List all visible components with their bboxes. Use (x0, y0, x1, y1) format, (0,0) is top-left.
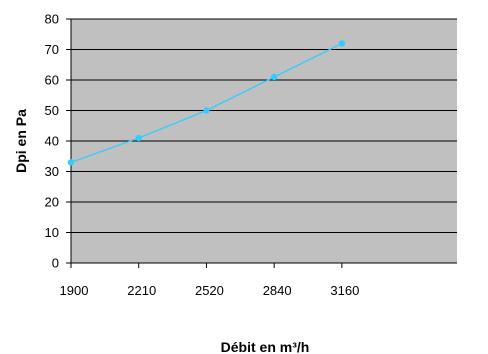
data-point (270, 73, 278, 81)
y-tick-label: 40 (45, 134, 59, 149)
x-tick-label: 3160 (330, 283, 359, 298)
y-axis-title: Dpi en Pa (13, 109, 29, 173)
y-tick-label: 0 (52, 256, 59, 271)
x-tick-label: 2210 (127, 283, 156, 298)
x-tick-label: 2520 (195, 283, 224, 298)
y-tick-label: 10 (45, 225, 59, 240)
data-point (135, 134, 142, 142)
x-axis-title: Débit en m³/h (221, 339, 310, 354)
y-tick-label: 70 (45, 42, 59, 57)
y-tick-label: 30 (45, 164, 59, 179)
x-tick-label: 2840 (263, 283, 292, 298)
axes (70, 19, 457, 268)
series-group (67, 40, 346, 166)
y-tick-label: 80 (45, 12, 59, 27)
y-tick-label: 50 (45, 103, 59, 118)
data-point (338, 40, 346, 47)
data-point (67, 159, 75, 166)
y-tick-label: 20 (45, 195, 59, 210)
x-tick-label: 1900 (60, 283, 89, 298)
data-point (203, 107, 210, 114)
gridlines (66, 18, 457, 264)
y-tick-labels: 0 10 20 30 40 50 60 70 80 (45, 12, 59, 271)
x-tick-labels: 1900 2210 2520 2840 3160 (60, 283, 360, 298)
y-tick-label: 60 (45, 73, 59, 88)
